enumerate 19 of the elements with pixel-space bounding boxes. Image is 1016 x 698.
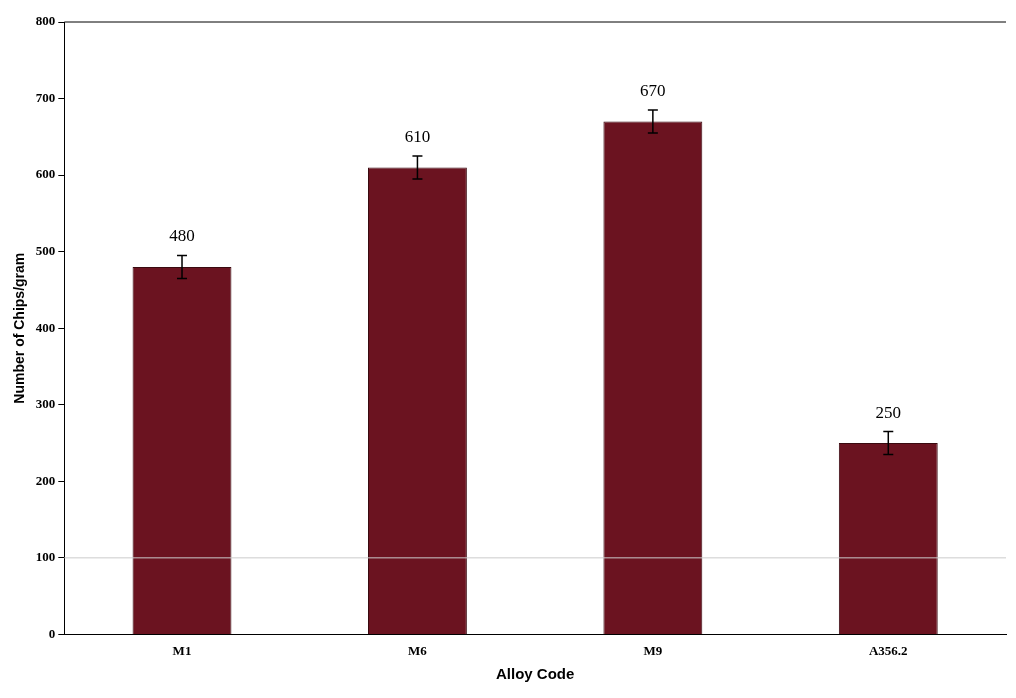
x-tick-label: M6 [408,642,428,658]
data-label: 480 [169,226,195,246]
y-tick-label: 200 [35,472,56,488]
y-tick-label: 500 [35,243,56,259]
x-tick-label: A356.2 [868,642,908,658]
x-tick-label: M1 [172,642,192,658]
data-label: 250 [875,402,902,422]
data-label: 610 [404,126,431,146]
y-tick-label: 600 [35,166,56,182]
x-tick-label: M9 [643,642,663,658]
y-tick-label: 800 [35,13,56,29]
y-axis-title: Number of Chips/gram [11,252,28,404]
y-tick-label: 700 [35,89,56,105]
y-tick-label: 400 [35,319,56,335]
y-tick-label: 100 [35,549,56,565]
x-axis-title: Alloy Code [495,665,575,683]
y-tick-label: 0 [48,625,56,641]
data-label: 670 [640,81,666,100]
y-tick-label: 300 [35,396,56,412]
